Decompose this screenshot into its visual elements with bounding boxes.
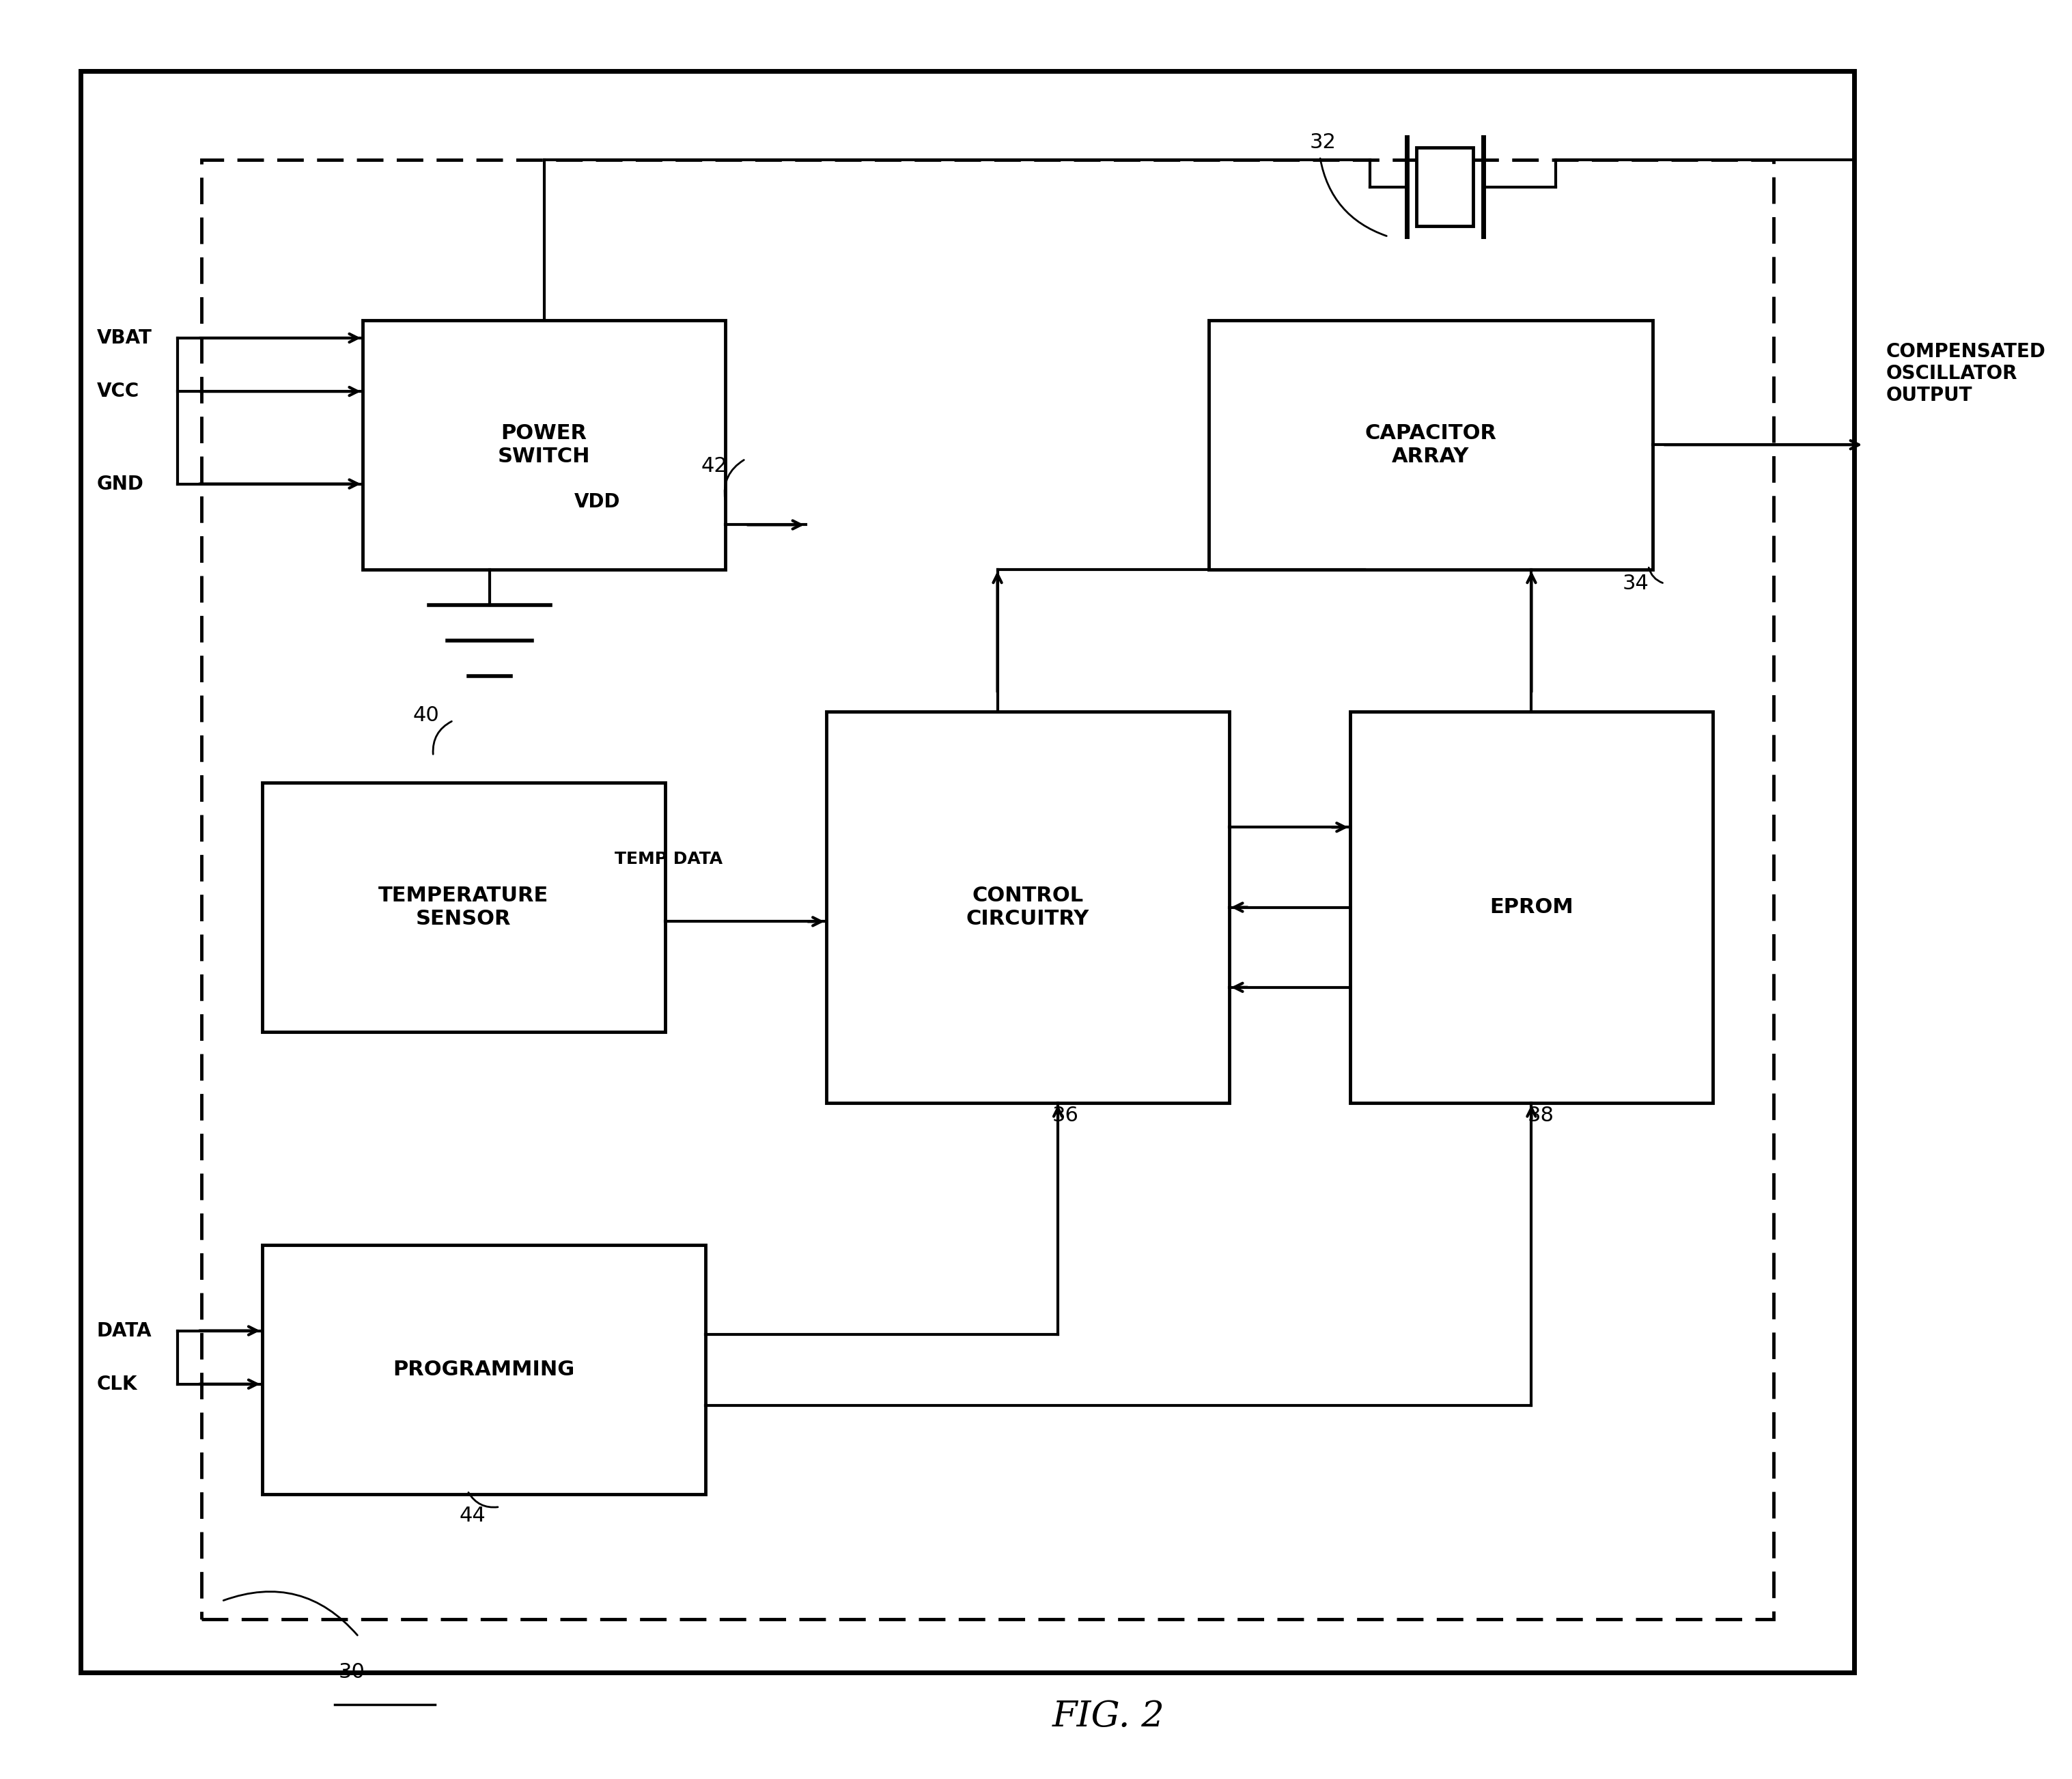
Text: TEMP DATA: TEMP DATA	[615, 850, 723, 868]
Text: TEMPERATURE
SENSOR: TEMPERATURE SENSOR	[379, 886, 549, 929]
Text: VDD: VDD	[574, 493, 620, 511]
Bar	[363, 320, 725, 569]
Bar	[201, 160, 1774, 1619]
Bar	[261, 1245, 704, 1494]
Text: CLK: CLK	[97, 1375, 137, 1393]
Text: VCC: VCC	[97, 382, 139, 400]
Text: DATA: DATA	[97, 1322, 151, 1340]
Text: CONTROL
CIRCUITRY: CONTROL CIRCUITRY	[966, 886, 1090, 929]
Text: 32: 32	[1310, 132, 1336, 153]
Text: 36: 36	[1053, 1105, 1077, 1126]
Text: 34: 34	[1622, 573, 1649, 594]
Text: 44: 44	[460, 1505, 487, 1526]
Text: 38: 38	[1527, 1105, 1554, 1126]
Text: VBAT: VBAT	[97, 329, 151, 347]
Text: COMPENSATED
OSCILLATOR
OUTPUT: COMPENSATED OSCILLATOR OUTPUT	[1886, 342, 2045, 406]
Bar	[1210, 320, 1651, 569]
Text: PROGRAMMING: PROGRAMMING	[394, 1359, 574, 1381]
Text: 30: 30	[338, 1662, 365, 1683]
Bar	[81, 71, 1854, 1672]
Bar	[1417, 148, 1473, 226]
Text: 42: 42	[700, 455, 727, 477]
Text: 40: 40	[412, 704, 439, 726]
Bar	[827, 712, 1229, 1103]
Text: POWER
SWITCH: POWER SWITCH	[497, 423, 591, 466]
Text: GND: GND	[97, 475, 143, 493]
Bar	[261, 783, 665, 1032]
Text: CAPACITOR
ARRAY: CAPACITOR ARRAY	[1365, 423, 1496, 466]
Text: FIG. 2: FIG. 2	[1053, 1699, 1164, 1735]
Text: EPROM: EPROM	[1490, 897, 1573, 918]
Bar	[1351, 712, 1714, 1103]
